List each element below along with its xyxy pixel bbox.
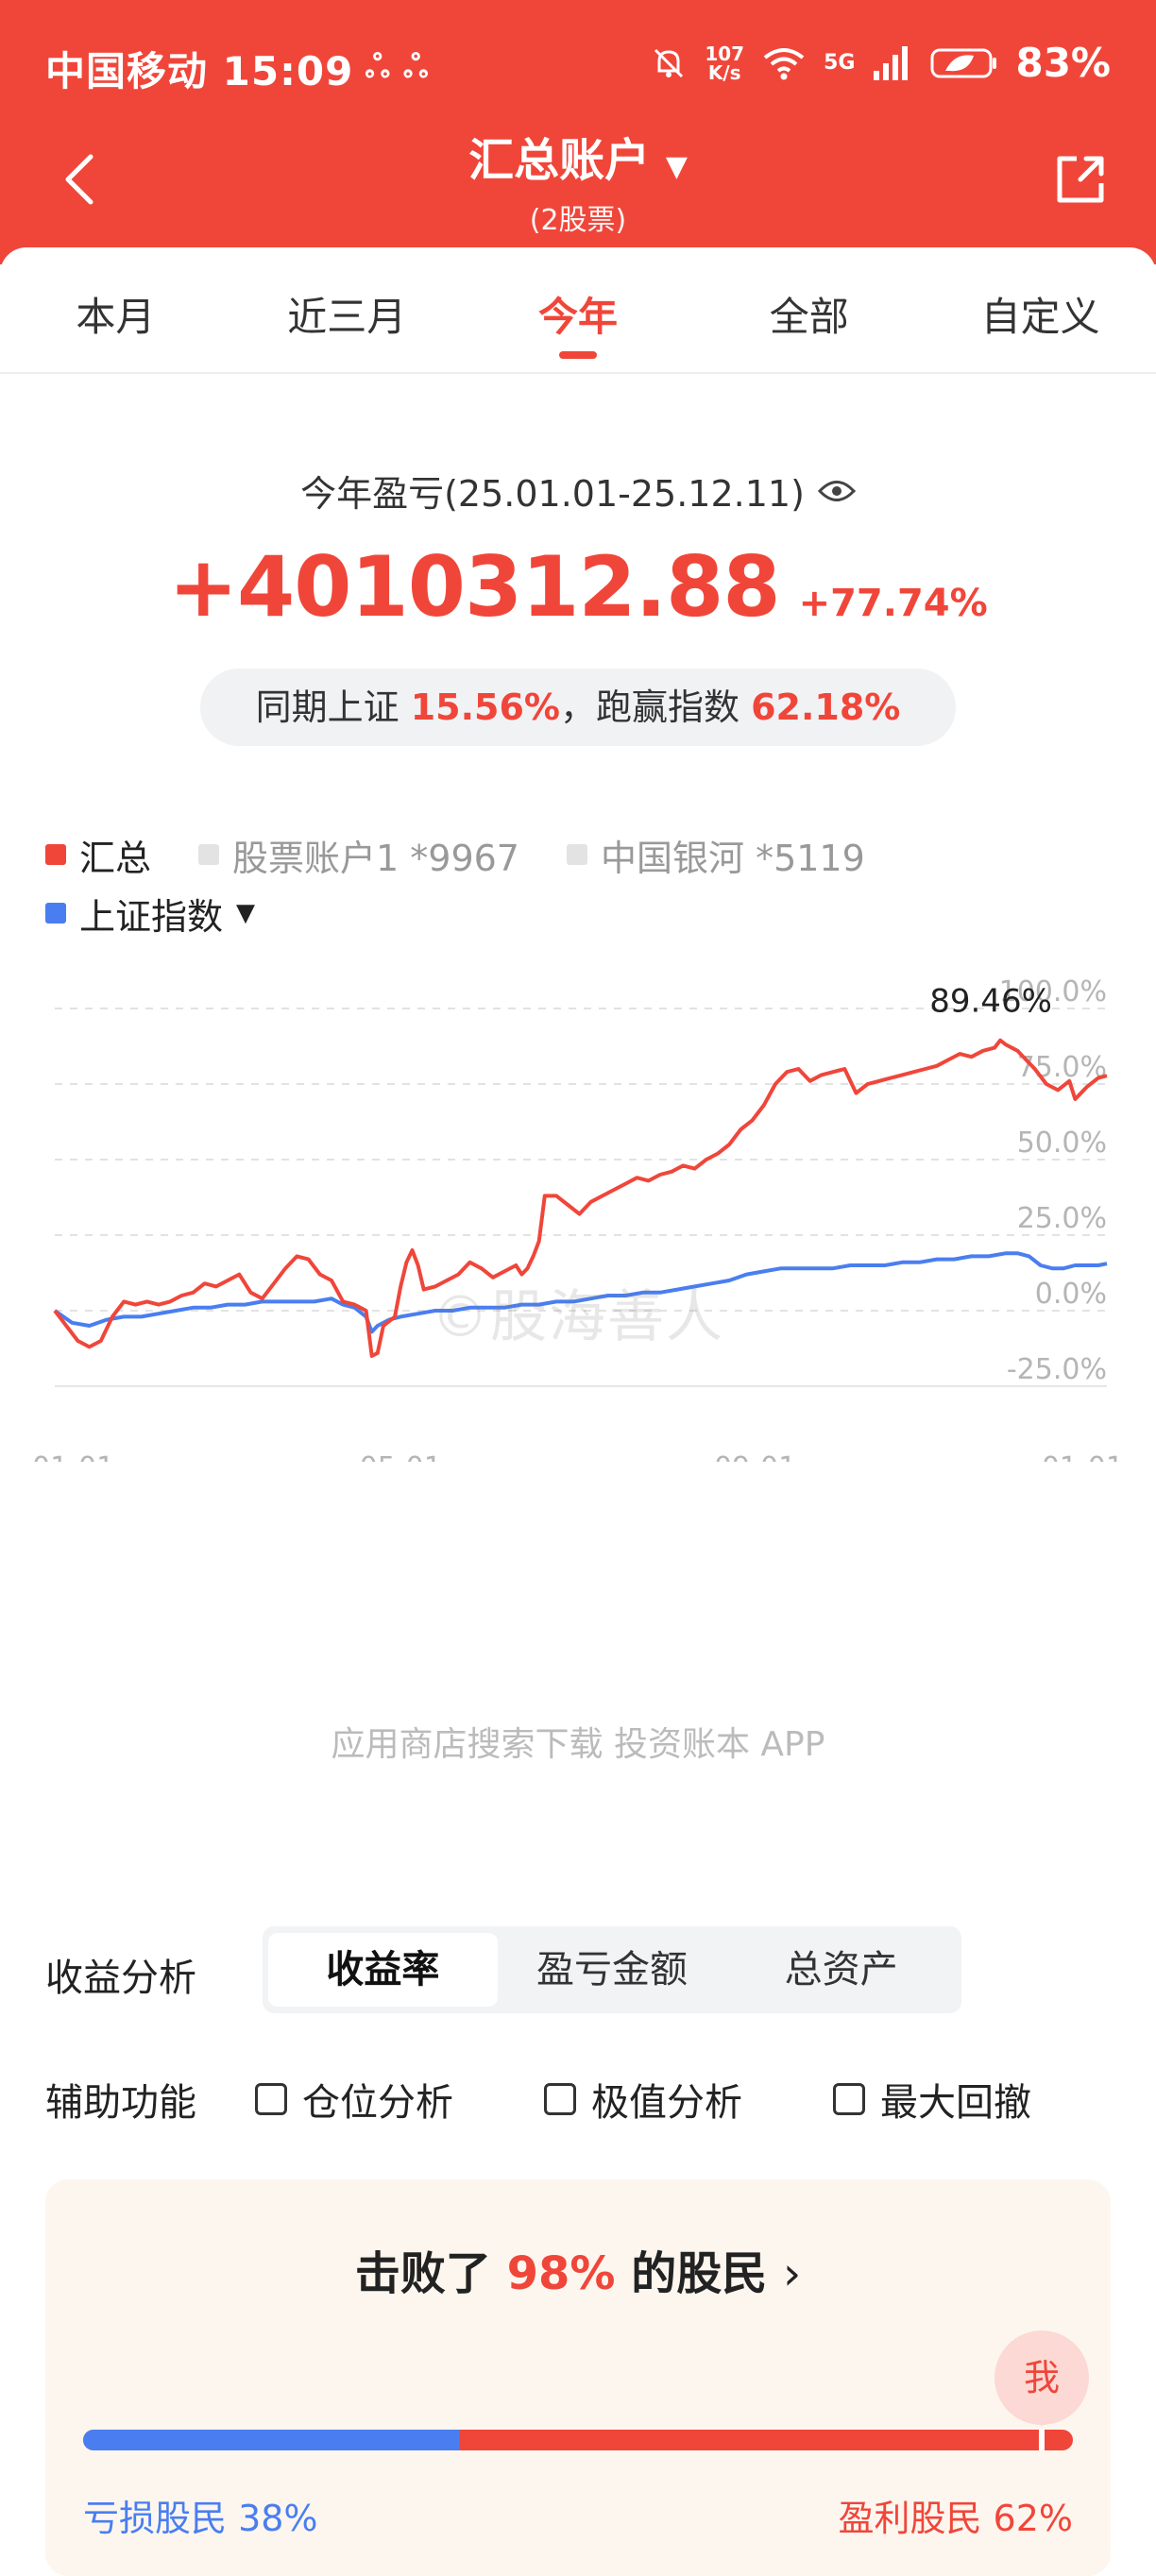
rank-bar-loss (83, 2430, 460, 2450)
mute-bell-icon (654, 48, 684, 77)
y-tick-label: 0.0% (1035, 1278, 1107, 1311)
y-tick-label: 50.0% (1017, 1127, 1107, 1160)
profit-percent: +77.74% (798, 582, 988, 625)
y-tick-label: 75.0% (1017, 1051, 1107, 1084)
wifi-icon (763, 47, 805, 79)
tab-all[interactable]: 全部 (769, 294, 849, 340)
legend-swatch (45, 844, 66, 865)
x-tick-label: 01-01 (1042, 1451, 1124, 1462)
rank-bar-marker (1039, 2430, 1045, 2450)
legend-item-galaxy[interactable]: 中国银河 *5119 (566, 829, 865, 881)
status-right: 107 K/s 5G 83% (650, 40, 1111, 86)
caret-down-icon[interactable]: ▼ (665, 150, 688, 183)
analysis-segment: 收益率 盈亏金额 总资产 (263, 1926, 961, 2013)
aux-label: 辅助功能 (45, 2081, 196, 2125)
eye-icon[interactable] (817, 477, 856, 505)
legend-swatch (45, 903, 66, 924)
app-notification-icon: ஃ ஃ (365, 47, 430, 86)
summary-period: 今年盈亏(25.01.01-25.12.11) (0, 465, 1156, 517)
checkbox-box[interactable] (833, 2083, 865, 2115)
tab-this-month[interactable]: 本月 (76, 294, 156, 340)
analysis-row: 收益分析 收益率 盈亏金额 总资产 (45, 1926, 1122, 2013)
series-line-index (53, 1251, 1108, 1334)
segment-total-assets[interactable]: 总资产 (784, 1948, 898, 1991)
chevron-right-icon[interactable]: › (782, 2247, 802, 2300)
period-label: 今年盈亏(25.01.01-25.12.11) (300, 473, 805, 515)
network-type: 5G (824, 51, 856, 75)
index-return: 15.56% (410, 686, 560, 728)
share-icon[interactable] (1052, 151, 1109, 208)
beat-percent: 98% (506, 2247, 616, 2300)
chart-legend: 汇总 股票账户1 *9967 中国银河 *5119 上证指数 ▼ (45, 825, 1122, 942)
tab-custom[interactable]: 自定义 (980, 294, 1100, 340)
checkbox-extreme[interactable]: 极值分析 (544, 2072, 742, 2127)
analysis-label: 收益分析 (45, 1957, 196, 2000)
battery-icon (930, 48, 997, 77)
legend-item-account1[interactable]: 股票账户1 *9967 (198, 829, 519, 881)
rank-bar (83, 2430, 1073, 2450)
profit-amount: +4010312.88 (168, 538, 780, 636)
caret-down-icon[interactable]: ▼ (236, 899, 256, 927)
content-card: 本月 近三月 今年 全部 自定义 (0, 247, 1156, 2551)
net-speed: 107 K/s (705, 42, 745, 84)
y-tick-label: -25.0% (1007, 1353, 1107, 1386)
series-line-total (53, 1038, 1108, 1358)
loss-label: 亏损股民 38% (83, 2498, 318, 2539)
segment-return-rate[interactable]: 收益率 (268, 1933, 498, 2007)
tab-three-months[interactable]: 近三月 (287, 294, 407, 340)
checkbox-box[interactable] (544, 2083, 576, 2115)
aux-row: 辅助功能 仓位分析 极值分析 最大回撤 (45, 2072, 1122, 2138)
legend-swatch (198, 844, 220, 865)
promo-text: 应用商店搜索下载 投资账本 APP (331, 1725, 825, 1764)
checkbox-drawdown[interactable]: 最大回撤 (833, 2072, 1031, 2127)
checkbox-box[interactable] (255, 2083, 287, 2115)
page-subtitle: (2股票) (529, 204, 627, 237)
status-left: 中国移动 15:09 ஃ ஃ (45, 40, 430, 97)
legend-item-index[interactable]: 上证指数 ▼ (45, 888, 255, 940)
beat-card[interactable]: 击败了 98% 的股民 › 我 亏损股民 38% 盈利股民 62% (45, 2179, 1111, 2576)
index-comparison: 同期上证 15.56%，跑赢指数 62.18% (200, 669, 956, 746)
watermark: ©股海善人 (432, 1284, 724, 1350)
checkbox-position[interactable]: 仓位分析 (255, 2072, 453, 2127)
signal-icon (874, 45, 909, 80)
period-tabs: 本月 近三月 今年 全部 自定义 (0, 247, 1156, 374)
x-tick-label: 05-01 (360, 1451, 442, 1462)
legend-swatch (566, 844, 587, 865)
tab-this-year[interactable]: 今年 (463, 247, 694, 372)
page-title[interactable]: 汇总账户 (468, 134, 651, 187)
legend-item-total[interactable]: 汇总 (45, 829, 151, 881)
x-tick-label: 01-01 (32, 1451, 114, 1462)
beat-title[interactable]: 击败了 98% 的股民 › (354, 2247, 802, 2300)
peak-label: 89.46% (929, 983, 1052, 1021)
segment-profit-amount[interactable]: 盈亏金额 (536, 1948, 688, 1991)
profit-row: +4010312.88 +77.74% (0, 538, 1156, 636)
carrier-time: 中国移动 15:09 (45, 48, 354, 94)
header: 中国移动 15:09 ஃ ஃ 107 K/s 5G 83% 汇总账户 ▼ (2股… (0, 0, 1156, 264)
beat-index-value: 62.18% (751, 686, 901, 728)
back-icon[interactable] (57, 151, 104, 208)
battery-level: 83% (1015, 40, 1111, 86)
profit-label: 盈利股民 62% (838, 2498, 1073, 2539)
return-chart[interactable]: 100.0% 75.0% 50.0% 25.0% 0.0% -25.0% 01-01 05-0… (0, 971, 1156, 1462)
y-tick-label: 25.0% (1017, 1202, 1107, 1235)
account-selector[interactable]: 汇总账户 ▼ (2股票) (0, 123, 1156, 238)
me-badge: 我 (994, 2330, 1089, 2427)
status-bar: 中国移动 15:09 ஃ ஃ 107 K/s 5G 83% (0, 0, 1156, 137)
x-tick-label: 09-01 (714, 1451, 796, 1462)
y-tick-label: 100.0% (999, 975, 1107, 1008)
